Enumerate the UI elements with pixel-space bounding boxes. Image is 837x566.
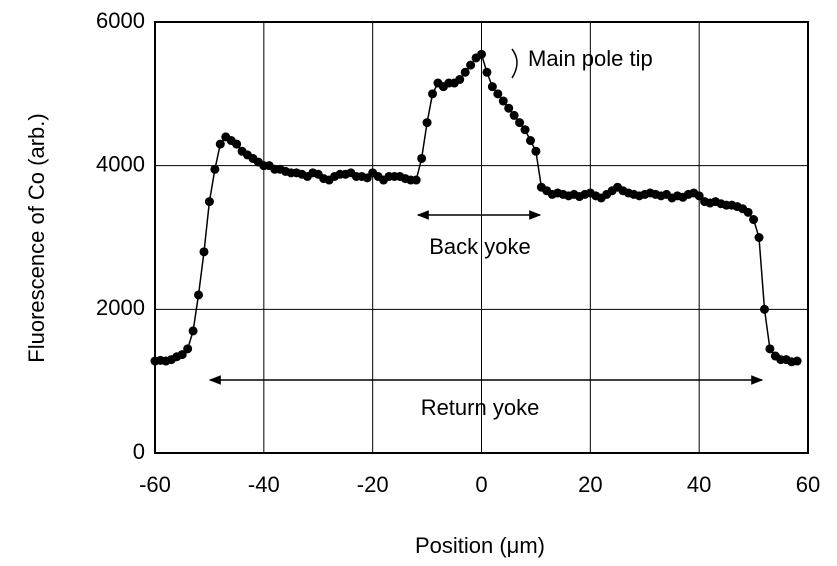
y-tick-label: 2000 [96,295,145,320]
data-point [509,110,519,120]
x-tick-label: -60 [139,472,171,497]
data-point [428,89,438,99]
data-point [411,175,421,185]
tip-bracket [511,48,518,79]
data-point [743,207,753,217]
data-point [694,191,704,201]
data-point [177,350,187,360]
data-point [531,146,541,156]
data-point [525,136,535,146]
data-point [749,215,759,225]
x-tick-label: 40 [687,472,711,497]
x-tick-label: 0 [475,472,487,497]
data-point [194,290,204,300]
data-point [487,82,497,92]
plot-frame [154,21,809,454]
data-point [422,118,432,128]
data-point [183,344,193,354]
data-point [482,67,492,77]
data-point [210,164,220,174]
annotation: Return yoke [421,395,540,420]
data-point [215,139,225,149]
y-tick-label: 6000 [96,8,145,33]
x-tick-label: -20 [357,472,389,497]
x-axis-label: Position (μm) [415,533,545,558]
x-tick-label: -40 [248,472,280,497]
data-point [466,60,476,70]
x-tick-label: 20 [578,472,602,497]
data-point [493,89,503,99]
data-point [520,125,530,135]
data-point [792,356,802,366]
data-point [188,326,198,336]
data-point [765,344,775,354]
y-axis-label: Fluorescence of Co (arb.) [24,113,49,362]
data-point [754,233,764,242]
data-line [154,53,798,363]
data-point [759,304,769,314]
data-point [204,197,214,207]
data-point [199,247,209,257]
data-point [232,139,242,149]
data-point [498,96,508,106]
y-tick-label: 0 [133,439,145,464]
x-tick-label: 60 [796,472,820,497]
data-point [417,153,427,163]
y-tick-label: 4000 [96,151,145,176]
data-point [515,118,525,128]
data-point [504,103,514,113]
data-point [460,67,470,77]
data-point [455,74,465,84]
annotation: Back yoke [429,234,531,259]
data-point [477,49,486,59]
